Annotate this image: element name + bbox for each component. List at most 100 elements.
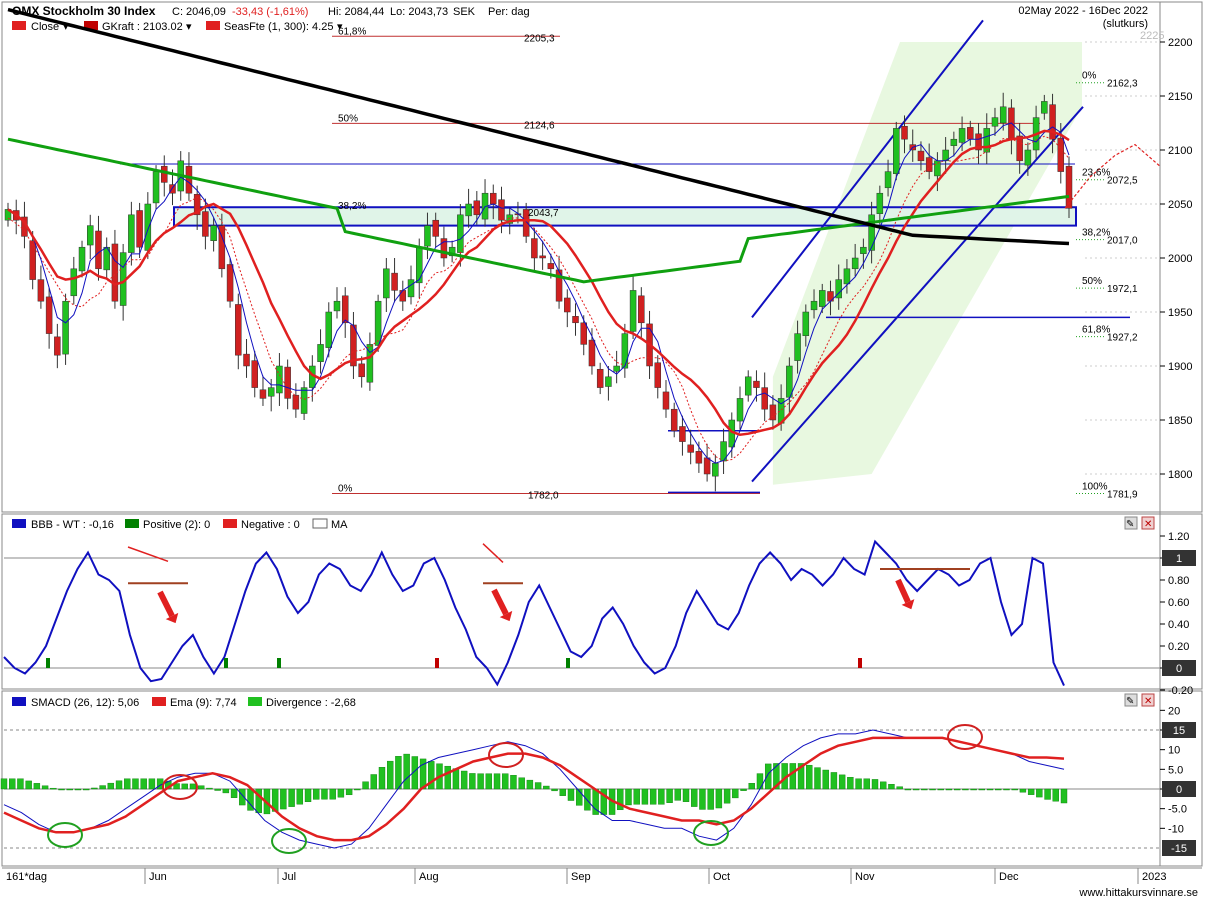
red-arrow-icon: [157, 590, 179, 624]
divergence-bar: [978, 788, 986, 791]
y-tick-label: 10: [1168, 745, 1180, 757]
legend-seasfte-dropdown-icon[interactable]: ▾: [337, 21, 343, 33]
candle-body: [703, 457, 711, 475]
currency: SEK: [453, 6, 476, 18]
chart-title: OMX Stockholm 30 Index: [12, 4, 156, 18]
candle-body: [399, 290, 407, 302]
divergence-bar: [674, 788, 681, 801]
divergence-bar: [756, 773, 764, 790]
ma-short-line: [7, 129, 1070, 436]
divergence-bar: [214, 788, 221, 791]
wrench-icon: ✎: [1126, 519, 1134, 530]
divergence-bar: [428, 761, 435, 790]
x-tick-label: Jul: [282, 871, 296, 883]
x-tick-label: Nov: [855, 871, 875, 883]
candle-body: [333, 300, 341, 312]
close-value: C: 2046,09: [172, 6, 226, 18]
candle-body: [753, 380, 760, 388]
y-tick-box: [1162, 722, 1196, 738]
candle-body: [588, 339, 596, 367]
divergence-bar: [198, 785, 205, 790]
divergence-bar: [280, 788, 287, 810]
smacd-line: [3, 729, 1065, 849]
divergence-bar: [50, 787, 57, 790]
bbb-y-axis: -0.20 0.20 0.40 0.60 0.80 1.20 1 0: [1160, 531, 1196, 697]
divergence-bar: [945, 788, 953, 791]
candle-body: [917, 150, 925, 162]
divergence-bar: [1027, 788, 1035, 795]
y-tick-label: 2200: [1168, 37, 1192, 49]
divergence-bar: [477, 773, 484, 790]
candle-body: [810, 300, 818, 311]
bbb-signal-bar: [435, 658, 439, 668]
candle-body: [424, 225, 431, 247]
arrow-shaft: [157, 590, 175, 618]
fib-pct-label: 38,2%: [338, 201, 366, 212]
candle-body: [37, 279, 45, 302]
candle-body: [358, 363, 365, 378]
candle-body: [999, 106, 1007, 124]
y-tick-box-label: 0: [1176, 663, 1182, 675]
legend-close-dropdown-icon[interactable]: ▾: [63, 21, 69, 33]
candle-body: [1016, 135, 1023, 162]
candle-body: [621, 333, 629, 369]
legend-bbb-label: BBB - WT : -0,16: [31, 519, 114, 531]
y-tick-label: 0.40: [1168, 619, 1189, 631]
x-tick-label: Aug: [419, 871, 439, 883]
divergence-bar: [354, 788, 361, 791]
y-tick-box: [1162, 550, 1196, 566]
x-tick-label: 2023: [1142, 871, 1166, 883]
legend-divergence-swatch: [248, 697, 262, 706]
fib-right-value: 2162,3: [1107, 79, 1138, 90]
macd-settings-button[interactable]: [1124, 693, 1138, 707]
candle-body: [218, 225, 226, 270]
candle-body: [366, 344, 374, 383]
candle-body: [144, 203, 152, 251]
candle-body: [991, 117, 999, 127]
bbb-settings-button[interactable]: [1124, 516, 1138, 530]
divergence-bar: [814, 767, 821, 790]
candle-body: [1024, 149, 1032, 166]
divergence-bar: [255, 788, 262, 814]
y-tick-label: 2100: [1168, 145, 1192, 157]
divergence-bar: [222, 788, 230, 794]
bbb-close-button[interactable]: [1141, 516, 1155, 530]
divergence-bar: [239, 788, 246, 806]
fib-right-value: 1972,1: [1107, 284, 1138, 295]
legend-positive-swatch: [125, 519, 139, 528]
divergence-bar: [921, 788, 928, 791]
candle-body: [490, 192, 497, 205]
macd-y-axis: -10 -5.0 5.0 10 20 15 0 -15: [1160, 705, 1196, 856]
divergence-bar: [345, 788, 353, 796]
candle-body: [819, 290, 826, 307]
divergence-bar: [617, 788, 624, 811]
ema-line: [3, 736, 1065, 842]
divergence-bar: [740, 788, 747, 791]
candle-body: [712, 462, 719, 477]
signal-circle: [47, 822, 83, 848]
candle-body: [605, 376, 612, 387]
legend-gkraft-dropdown-icon[interactable]: ▾: [186, 21, 192, 33]
divergence-bar: [912, 788, 920, 791]
candle-body: [736, 398, 744, 422]
divergence-bar: [715, 788, 723, 809]
divergence-bar: [230, 788, 238, 798]
divergence-bar: [362, 781, 369, 790]
candle-body: [29, 240, 36, 280]
y-tick-box-label: -15: [1171, 843, 1187, 855]
divergence-bar: [806, 764, 813, 790]
candle-body: [506, 214, 513, 224]
price-type: (slutkurs): [1103, 18, 1148, 30]
candle-body: [531, 238, 538, 259]
y-tick-label: -5.0: [1168, 804, 1187, 816]
divergence-bar: [206, 787, 213, 790]
candle-body: [169, 184, 176, 194]
macd-close-button[interactable]: [1141, 693, 1155, 707]
candle-body: [62, 300, 69, 355]
divergence-bar: [124, 778, 131, 790]
divergence-bar: [649, 788, 657, 805]
y-tick-label: 0.20: [1168, 641, 1189, 653]
legend-negative-swatch: [223, 519, 237, 528]
divergence-bar: [304, 788, 312, 803]
candle-body: [1049, 104, 1056, 140]
